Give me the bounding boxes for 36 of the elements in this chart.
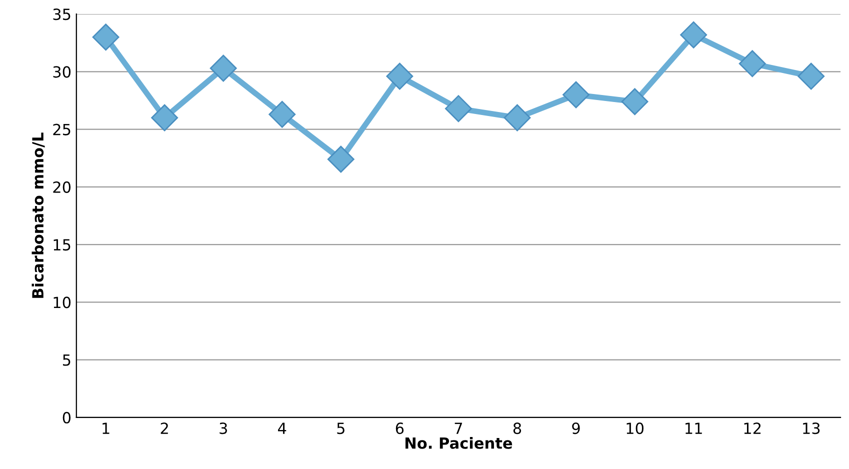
y-tick-label: 20 [53, 181, 71, 193]
point [210, 54, 237, 82]
point [268, 100, 296, 128]
point [445, 95, 472, 122]
point [738, 50, 766, 78]
x-tick-label: 1 [102, 422, 110, 434]
x-tick-label: 2 [160, 422, 168, 434]
point [504, 104, 531, 132]
x-tick-label: 5 [337, 422, 344, 434]
y-tick-label: 35 [53, 8, 70, 20]
x-tick-label: 11 [686, 422, 702, 434]
point [562, 81, 590, 108]
x-axis-title: No. Paciente [406, 437, 512, 449]
point [680, 21, 708, 48]
x-tick-label: 3 [220, 422, 227, 434]
point [386, 62, 414, 90]
point [151, 104, 178, 132]
x-tick-label: 10 [626, 422, 644, 434]
x-tick-label: 13 [803, 422, 820, 434]
y-tick-label: 0 [62, 412, 71, 424]
y-axis-title: Bicarbonato mmo/L [32, 132, 45, 298]
y-tick-label: 30 [53, 66, 71, 78]
x-tick-label: 6 [396, 422, 404, 434]
x-tick-label: 7 [454, 422, 462, 434]
point [621, 88, 648, 116]
y-tick-label: 5 [63, 354, 70, 366]
x-tick-label: 12 [744, 422, 761, 434]
point [798, 62, 825, 90]
point [327, 146, 354, 173]
y-tick-label: 15 [54, 239, 70, 251]
x-tick-label: 8 [513, 422, 522, 434]
y-tick-label: 10 [54, 296, 71, 308]
point [92, 24, 120, 51]
x-tick-label: 4 [278, 422, 286, 434]
x-tick-label: 9 [572, 422, 580, 434]
y-tick-label: 25 [53, 124, 70, 136]
